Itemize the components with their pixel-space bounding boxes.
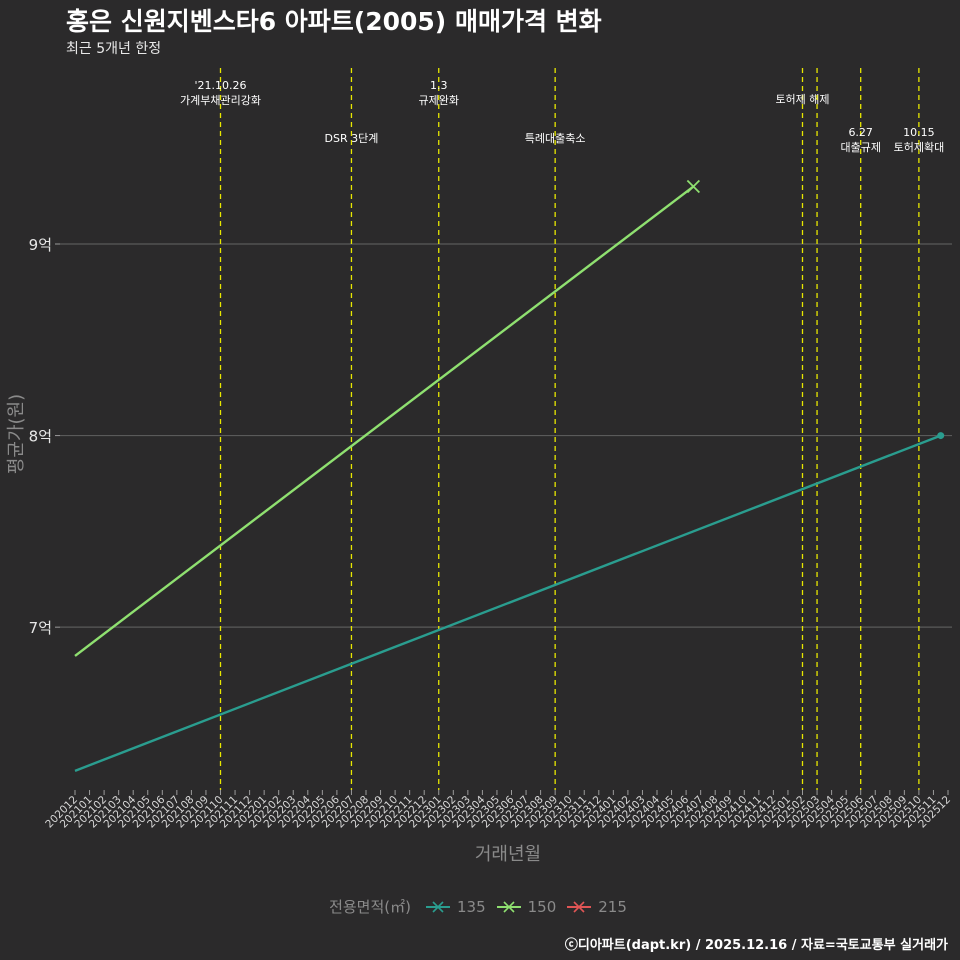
y-tick-label: 9억 bbox=[29, 236, 52, 254]
legend-item-215: 215 bbox=[566, 898, 627, 916]
legend-label-215: 215 bbox=[598, 897, 627, 916]
x-axis-ticks: 2020122021012021022021032021042021052021… bbox=[43, 790, 953, 830]
event-label: 토허제확대 bbox=[894, 141, 945, 154]
series-lines bbox=[74, 179, 945, 772]
legend-marker-215-icon bbox=[567, 900, 592, 913]
event-label: 6.27 bbox=[848, 126, 873, 139]
event-label: 특례대출축소 bbox=[525, 132, 586, 145]
series-line-150 bbox=[74, 185, 695, 657]
event-label: '21.10.26 bbox=[194, 79, 246, 92]
series-point-135 bbox=[937, 432, 945, 440]
legend-title: 전용면적(㎡) bbox=[329, 898, 411, 916]
chart-subtitle: 최근 5개년 한정 bbox=[66, 41, 162, 57]
event-label: 규제완화 bbox=[419, 94, 459, 107]
legend-item-135: 135 bbox=[425, 898, 486, 916]
series-line-135 bbox=[74, 434, 942, 772]
source-caption: ⓒ디아파트(dapt.kr) / 2025.12.16 / 자료=국토교통부 실… bbox=[564, 938, 948, 953]
legend-marker-150-icon bbox=[496, 900, 521, 913]
y-tick-label: 7억 bbox=[29, 619, 52, 637]
event-label: DSR 3단계 bbox=[325, 132, 379, 145]
y-axis-ticks: 7억 8억 9억 bbox=[29, 236, 60, 637]
legend-marker-135-icon bbox=[425, 900, 450, 913]
chart-title: 홍은 신원지벤스타6 아파트(2005) 매매가격 변화 bbox=[66, 7, 602, 36]
legend-label-135: 135 bbox=[456, 897, 486, 916]
y-tick-label: 8억 bbox=[29, 428, 52, 446]
event-label: 대출규제 bbox=[840, 141, 880, 154]
event-label: 토허제 해제 bbox=[775, 92, 829, 106]
event-label: 가계부채관리강화 bbox=[180, 94, 261, 107]
x-axis-label: 거래년월 bbox=[475, 844, 541, 865]
event-label: 1.3 bbox=[430, 79, 448, 92]
legend-item-150: 150 bbox=[496, 897, 557, 916]
grid-lines bbox=[60, 243, 952, 628]
y-axis-label: 평균가(원) bbox=[6, 394, 27, 474]
legend: 전용면적(㎡) 135 150 215 bbox=[0, 896, 960, 917]
legend-label-150: 150 bbox=[527, 897, 557, 916]
series-point-150 bbox=[686, 179, 701, 194]
event-label: 10.15 bbox=[903, 126, 935, 139]
